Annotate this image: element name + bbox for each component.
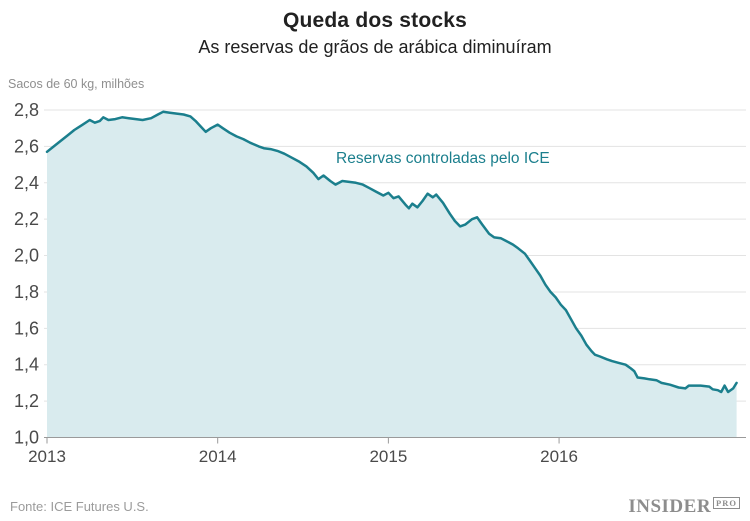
x-tick-label: 2016: [540, 447, 578, 466]
y-tick-label: 2,4: [14, 173, 39, 193]
y-tick-label: 1,2: [14, 391, 39, 411]
chart-subtitle: As reservas de grãos de arábica diminuír…: [198, 37, 552, 57]
y-tick-label: 2,6: [14, 136, 39, 156]
y-tick-label: 2,8: [14, 100, 39, 120]
x-tick-label: 2014: [199, 447, 237, 466]
source-note: Fonte: ICE Futures U.S.: [10, 499, 149, 514]
y-tick-label: 1,0: [14, 428, 39, 448]
area-fill: [47, 111, 737, 438]
series-annotation: Reservas controladas pelo ICE: [336, 150, 550, 167]
logo-insider-text: INSIDER: [628, 496, 712, 517]
y-axis-labels: 1,0 1,2 1,4 1,6 1,8 2,0 2,2 2,4 2,6 2,8: [14, 100, 39, 448]
logo-pro-badge: PRO: [713, 497, 740, 509]
y-axis-unit-label: Sacos de 60 kg, milhões: [8, 77, 145, 91]
x-tick-label: 2015: [369, 447, 407, 466]
y-tick-label: 1,6: [14, 318, 39, 338]
y-tick-label: 1,8: [14, 282, 39, 302]
y-tick-label: 2,2: [14, 209, 39, 229]
series-line: [45, 110, 738, 394]
x-tick-label: 2013: [28, 447, 66, 466]
x-axis-ticks: 2013 2014 2015 2016: [28, 437, 578, 466]
insiderpro-logo: INSIDER PRO: [628, 496, 740, 518]
y-tick-label: 2,0: [14, 246, 39, 266]
y-tick-label: 1,4: [14, 355, 39, 375]
chart-title: Queda dos stocks: [282, 9, 468, 32]
